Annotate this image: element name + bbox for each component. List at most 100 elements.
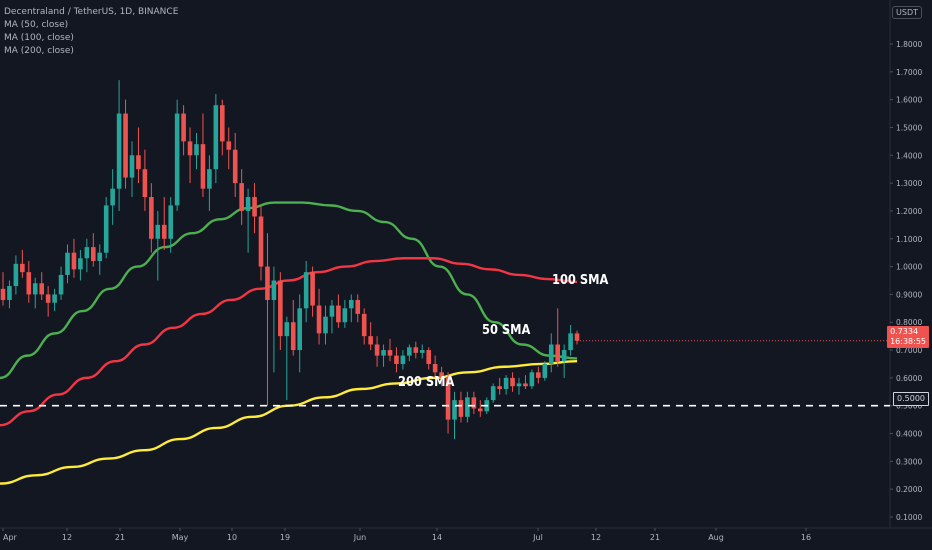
- legend-ma200[interactable]: MA (200, close): [4, 46, 74, 56]
- candle-body: [542, 363, 548, 378]
- candle-body: [349, 299, 354, 309]
- legend-ma50[interactable]: MA (50, close): [4, 20, 69, 30]
- candle-body: [368, 336, 373, 345]
- candle-body: [7, 286, 12, 300]
- candle-body: [303, 272, 309, 309]
- chart-legend: Decentraland / TetherUS, 1D, BINANCE MA …: [4, 6, 178, 58]
- candle-body: [419, 350, 425, 353]
- current-price-value: 0.7334: [890, 327, 919, 336]
- candle-body: [32, 283, 38, 295]
- candle-body: [129, 155, 135, 178]
- countdown-value: 16:38:55: [890, 337, 926, 346]
- candle-body: [155, 224, 161, 239]
- candle-body: [232, 149, 238, 184]
- candle-body: [510, 377, 515, 387]
- candle-body: [284, 322, 290, 337]
- candle-body: [13, 263, 19, 287]
- candle-body: [529, 372, 535, 387]
- x-tick-label: Apr: [3, 533, 18, 542]
- candle-body: [465, 397, 470, 417]
- candle-body: [187, 141, 193, 156]
- candle-body: [555, 344, 560, 362]
- y-tick-label: 0.6000: [896, 374, 922, 383]
- legend-symbol: Decentraland / TetherUS, 1D, BINANCE: [4, 7, 179, 17]
- current-price-tag: 0.7334 16:38:55: [887, 326, 929, 348]
- candle-body: [458, 400, 464, 417]
- y-tick-label: 0.3000: [896, 457, 922, 466]
- x-tick-label: 21: [650, 533, 660, 542]
- candle-body: [52, 294, 57, 303]
- candle-body: [439, 372, 444, 378]
- candle-body: [239, 183, 244, 211]
- y-tick-label: 0.5000: [896, 402, 922, 411]
- candle-body: [316, 305, 322, 334]
- candle-body: [45, 294, 51, 303]
- candle-body: [110, 188, 115, 206]
- candle-body: [71, 252, 77, 270]
- y-tick-label: 1.0000: [896, 263, 922, 272]
- candle-body: [271, 280, 277, 300]
- x-tick-label: 16: [801, 533, 811, 542]
- y-tick-label: 1.2000: [896, 207, 922, 216]
- candle-body: [394, 355, 399, 364]
- candle-body: [536, 372, 541, 378]
- candle-body: [142, 169, 148, 198]
- candle-body: [471, 397, 477, 409]
- ma-line-100: [0, 257, 578, 427]
- y-tick-label: 0.4000: [896, 430, 922, 439]
- candle-body: [355, 299, 361, 314]
- candle-body: [278, 280, 283, 337]
- y-tick-label: 0.8000: [896, 318, 922, 327]
- candle-body: [516, 383, 522, 387]
- x-tick-label: 21: [115, 533, 125, 542]
- candle-body: [490, 386, 496, 401]
- candle-body: [161, 224, 167, 239]
- candle-body: [26, 272, 32, 295]
- ma-line-50: [0, 201, 578, 380]
- candle-body: [39, 283, 44, 295]
- candle-body: [426, 350, 431, 364]
- candle-body: [174, 113, 180, 206]
- candle-body: [548, 344, 554, 364]
- candle-body: [194, 144, 199, 156]
- candle-body: [181, 113, 186, 142]
- candle-body: [387, 350, 393, 356]
- candle-body: [116, 113, 122, 189]
- legend-ma100[interactable]: MA (100, close): [4, 33, 74, 43]
- candle-body: [336, 305, 341, 323]
- x-tick-label: Aug: [708, 533, 724, 542]
- y-tick-label: 1.3000: [896, 179, 922, 188]
- candle-body: [226, 141, 232, 150]
- ma-line-200: [0, 359, 578, 485]
- candle-body: [245, 197, 251, 211]
- candle-body: [258, 216, 264, 267]
- candle-body: [342, 308, 348, 323]
- candle-body: [149, 197, 154, 239]
- candle-body: [445, 377, 451, 420]
- x-tick-label: 14: [432, 533, 442, 542]
- annotation-100-sma: 100 SMA: [552, 273, 609, 288]
- candle-body: [136, 155, 141, 170]
- currency-badge[interactable]: USDT: [892, 6, 922, 19]
- x-tick-label: May: [172, 533, 189, 542]
- candle-body: [323, 316, 328, 334]
- candle-body: [213, 105, 219, 170]
- candle-body: [413, 347, 419, 353]
- candle-body: [503, 377, 509, 390]
- annotation-200-sma: 200 SMA: [398, 375, 455, 390]
- x-tick-label: 12: [591, 533, 601, 542]
- candle-body: [200, 144, 206, 189]
- candle-body: [65, 252, 70, 275]
- x-tick-label: 12: [62, 533, 72, 542]
- candle-body: [297, 308, 302, 351]
- candle-body: [78, 258, 83, 270]
- y-tick-label: 0.7000: [896, 346, 922, 355]
- y-tick-label: 1.5000: [896, 123, 922, 132]
- y-tick-label: 1.6000: [896, 96, 922, 105]
- y-tick-label: 0.9000: [896, 290, 922, 299]
- candle-body: [452, 400, 457, 420]
- candle-body: [20, 263, 25, 273]
- candle-body: [361, 313, 367, 337]
- reference-level-tag: 0.5000: [893, 392, 929, 406]
